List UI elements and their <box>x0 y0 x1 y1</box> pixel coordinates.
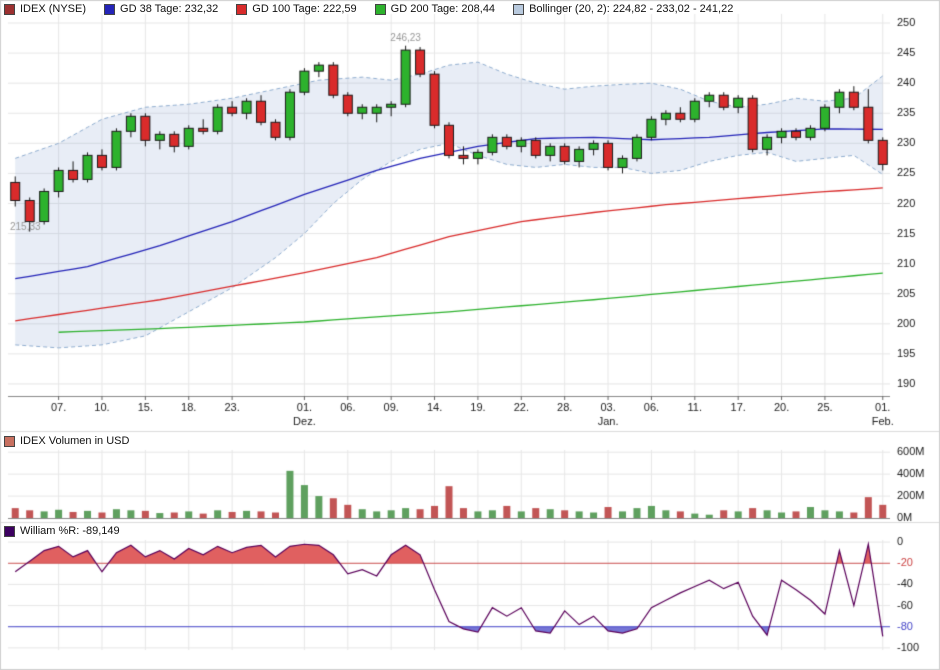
bollinger-swatch-icon <box>513 3 525 15</box>
legend-item-volume: IDEX Volumen in USD <box>4 435 129 447</box>
legend-item-williams-r: William %R: -89,149 <box>4 525 120 537</box>
legend-label-gd100: GD 100 Tage: 222,59 <box>252 3 357 15</box>
legend-item-gd38: GD 38 Tage: 232,32 <box>104 3 218 15</box>
gd200-swatch-icon <box>374 3 386 15</box>
legend-item-gd200: GD 200 Tage: 208,44 <box>374 3 496 15</box>
legend-label-gd38: GD 38 Tage: 232,32 <box>120 3 219 15</box>
legend-label-volume: IDEX Volumen in USD <box>20 435 130 447</box>
gd100-swatch-icon <box>236 3 248 15</box>
legend-label-williams-r: William %R: -89,149 <box>20 525 120 537</box>
legend-item-bollinger: Bollinger (20, 2): 224,82 - 233,02 - 241… <box>513 3 733 15</box>
volume-swatch-icon <box>4 435 15 447</box>
legend-item-gd100: GD 100 Tage: 222,59 <box>236 3 357 15</box>
legend-label-idex: IDEX (NYSE) <box>20 3 87 15</box>
idex-swatch-icon <box>4 3 15 15</box>
williams-r-swatch-icon <box>4 525 15 537</box>
gd38-swatch-icon <box>104 3 116 15</box>
price-legend: IDEX (NYSE) GD 38 Tage: 232,32 GD 100 Ta… <box>4 2 751 16</box>
legend-label-gd200: GD 200 Tage: 208,44 <box>390 3 496 15</box>
legend-label-bollinger: Bollinger (20, 2): 224,82 - 233,02 - 241… <box>529 3 734 15</box>
williams-r-legend: William %R: -89,149 <box>4 524 138 538</box>
legend-item-idex: IDEX (NYSE) <box>4 3 86 15</box>
volume-legend: IDEX Volumen in USD <box>4 434 147 448</box>
